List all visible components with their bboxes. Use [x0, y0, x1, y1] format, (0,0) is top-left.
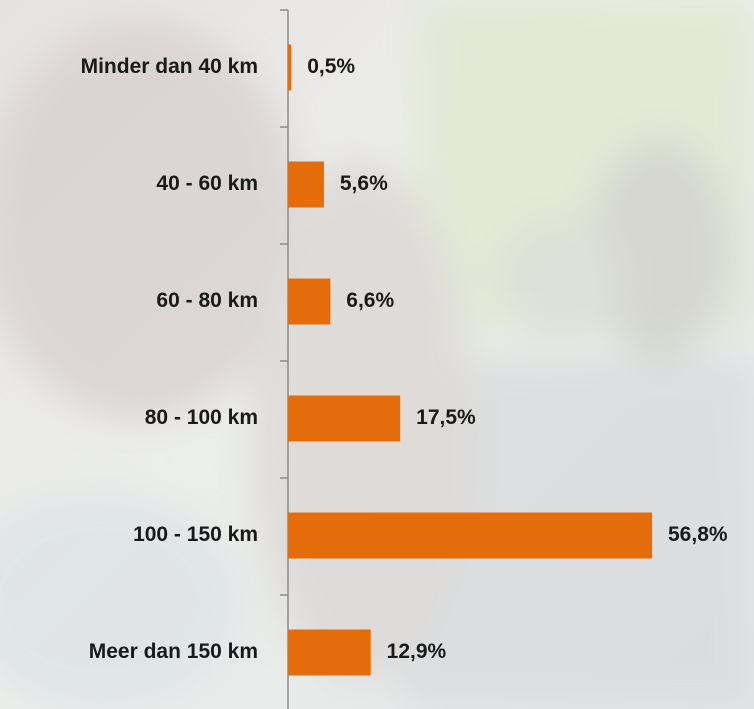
category-label: 60 - 80 km: [156, 289, 258, 312]
value-label: 17,5%: [416, 406, 476, 429]
chart: Minder dan 40 km 0,5% 40 - 60 km 5,6% 60 - 8…: [0, 0, 754, 709]
value-label: 0,5%: [307, 55, 355, 78]
bar: [288, 630, 371, 676]
category-label: 100 - 150 km: [133, 523, 258, 546]
bar: [288, 45, 291, 91]
category-label: Minder dan 40 km: [81, 55, 258, 78]
value-label: 6,6%: [346, 289, 394, 312]
value-label: 56,8%: [668, 523, 728, 546]
bar: [288, 396, 400, 442]
value-label: 5,6%: [340, 172, 388, 195]
bar: [288, 513, 652, 559]
category-label: Meer dan 150 km: [89, 640, 258, 663]
bar: [288, 279, 330, 325]
value-label: 12,9%: [387, 640, 447, 663]
category-label: 40 - 60 km: [156, 172, 258, 195]
bar: [288, 162, 324, 208]
category-label: 80 - 100 km: [145, 406, 258, 429]
background-photo: [0, 0, 754, 709]
